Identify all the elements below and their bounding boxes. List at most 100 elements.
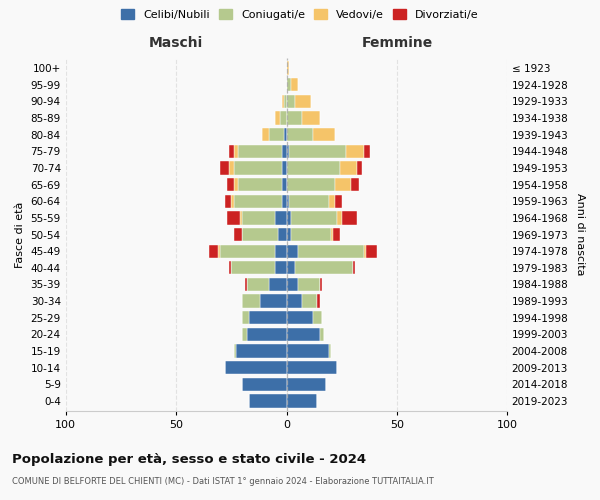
Bar — [320, 328, 324, 341]
Bar — [287, 311, 313, 324]
Bar — [242, 228, 278, 241]
Bar — [287, 294, 302, 308]
Bar — [287, 112, 302, 124]
Bar — [262, 128, 269, 141]
Bar — [337, 211, 342, 224]
Bar — [287, 78, 291, 92]
Bar — [342, 211, 357, 224]
Bar — [229, 144, 233, 158]
Bar — [287, 211, 291, 224]
Bar — [287, 178, 335, 191]
Bar — [287, 194, 289, 208]
Bar — [269, 278, 287, 291]
Bar — [287, 328, 320, 341]
Bar — [320, 278, 322, 291]
Bar — [284, 94, 287, 108]
Bar — [287, 394, 317, 407]
Bar — [302, 112, 320, 124]
Bar — [313, 128, 335, 141]
Bar — [238, 178, 282, 191]
Bar — [298, 244, 364, 258]
Bar — [218, 244, 220, 258]
Bar — [224, 361, 287, 374]
Bar — [287, 278, 298, 291]
Bar — [331, 228, 333, 241]
Bar — [242, 328, 247, 341]
Bar — [233, 344, 236, 358]
Bar — [287, 378, 326, 391]
Bar — [291, 211, 337, 224]
Bar — [287, 128, 313, 141]
Bar — [335, 194, 342, 208]
Bar — [240, 211, 242, 224]
Bar — [236, 344, 287, 358]
Bar — [275, 244, 287, 258]
Bar — [282, 144, 287, 158]
Bar — [242, 211, 275, 224]
Bar — [282, 178, 287, 191]
Bar — [242, 311, 249, 324]
Bar — [317, 294, 320, 308]
Bar — [242, 294, 260, 308]
Bar — [346, 144, 364, 158]
Text: Popolazione per età, sesso e stato civile - 2024: Popolazione per età, sesso e stato civil… — [12, 452, 366, 466]
Bar — [233, 178, 238, 191]
Bar — [238, 144, 282, 158]
Bar — [220, 162, 229, 174]
Text: Maschi: Maschi — [149, 36, 203, 50]
Bar — [249, 394, 287, 407]
Bar — [280, 112, 287, 124]
Bar — [295, 261, 353, 274]
Bar — [291, 78, 298, 92]
Bar — [260, 294, 287, 308]
Bar — [232, 261, 275, 274]
Bar — [287, 361, 337, 374]
Bar — [357, 162, 362, 174]
Bar — [353, 261, 355, 274]
Text: COMUNE DI BELFORTE DEL CHIENTI (MC) - Dati ISTAT 1° gennaio 2024 - Elaborazione : COMUNE DI BELFORTE DEL CHIENTI (MC) - Da… — [12, 478, 434, 486]
Bar — [209, 244, 218, 258]
Bar — [247, 328, 287, 341]
Text: Femmine: Femmine — [361, 36, 433, 50]
Bar — [291, 228, 331, 241]
Bar — [287, 162, 340, 174]
Bar — [220, 244, 275, 258]
Bar — [284, 128, 287, 141]
Bar — [227, 211, 240, 224]
Bar — [302, 294, 317, 308]
Bar — [287, 144, 289, 158]
Bar — [282, 194, 287, 208]
Bar — [232, 194, 233, 208]
Bar — [278, 228, 287, 241]
Bar — [287, 228, 291, 241]
Bar — [335, 178, 350, 191]
Bar — [275, 211, 287, 224]
Bar — [282, 94, 284, 108]
Bar — [275, 112, 280, 124]
Bar — [269, 128, 284, 141]
Bar — [242, 378, 287, 391]
Bar — [275, 261, 287, 274]
Bar — [229, 261, 232, 274]
Bar — [233, 194, 282, 208]
Bar — [224, 194, 232, 208]
Bar — [350, 178, 359, 191]
Bar — [245, 278, 247, 291]
Bar — [333, 228, 340, 241]
Bar — [289, 194, 329, 208]
Legend: Celibi/Nubili, Coniugati/e, Vedovi/e, Divorziati/e: Celibi/Nubili, Coniugati/e, Vedovi/e, Di… — [118, 6, 482, 23]
Bar — [287, 94, 295, 108]
Bar — [282, 162, 287, 174]
Bar — [298, 278, 320, 291]
Bar — [233, 144, 238, 158]
Bar — [229, 162, 233, 174]
Y-axis label: Anni di nascita: Anni di nascita — [575, 194, 585, 276]
Bar — [247, 278, 269, 291]
Bar — [364, 144, 370, 158]
Bar — [364, 244, 366, 258]
Bar — [340, 162, 357, 174]
Bar — [233, 162, 282, 174]
Bar — [227, 178, 233, 191]
Bar — [233, 228, 242, 241]
Bar — [329, 344, 331, 358]
